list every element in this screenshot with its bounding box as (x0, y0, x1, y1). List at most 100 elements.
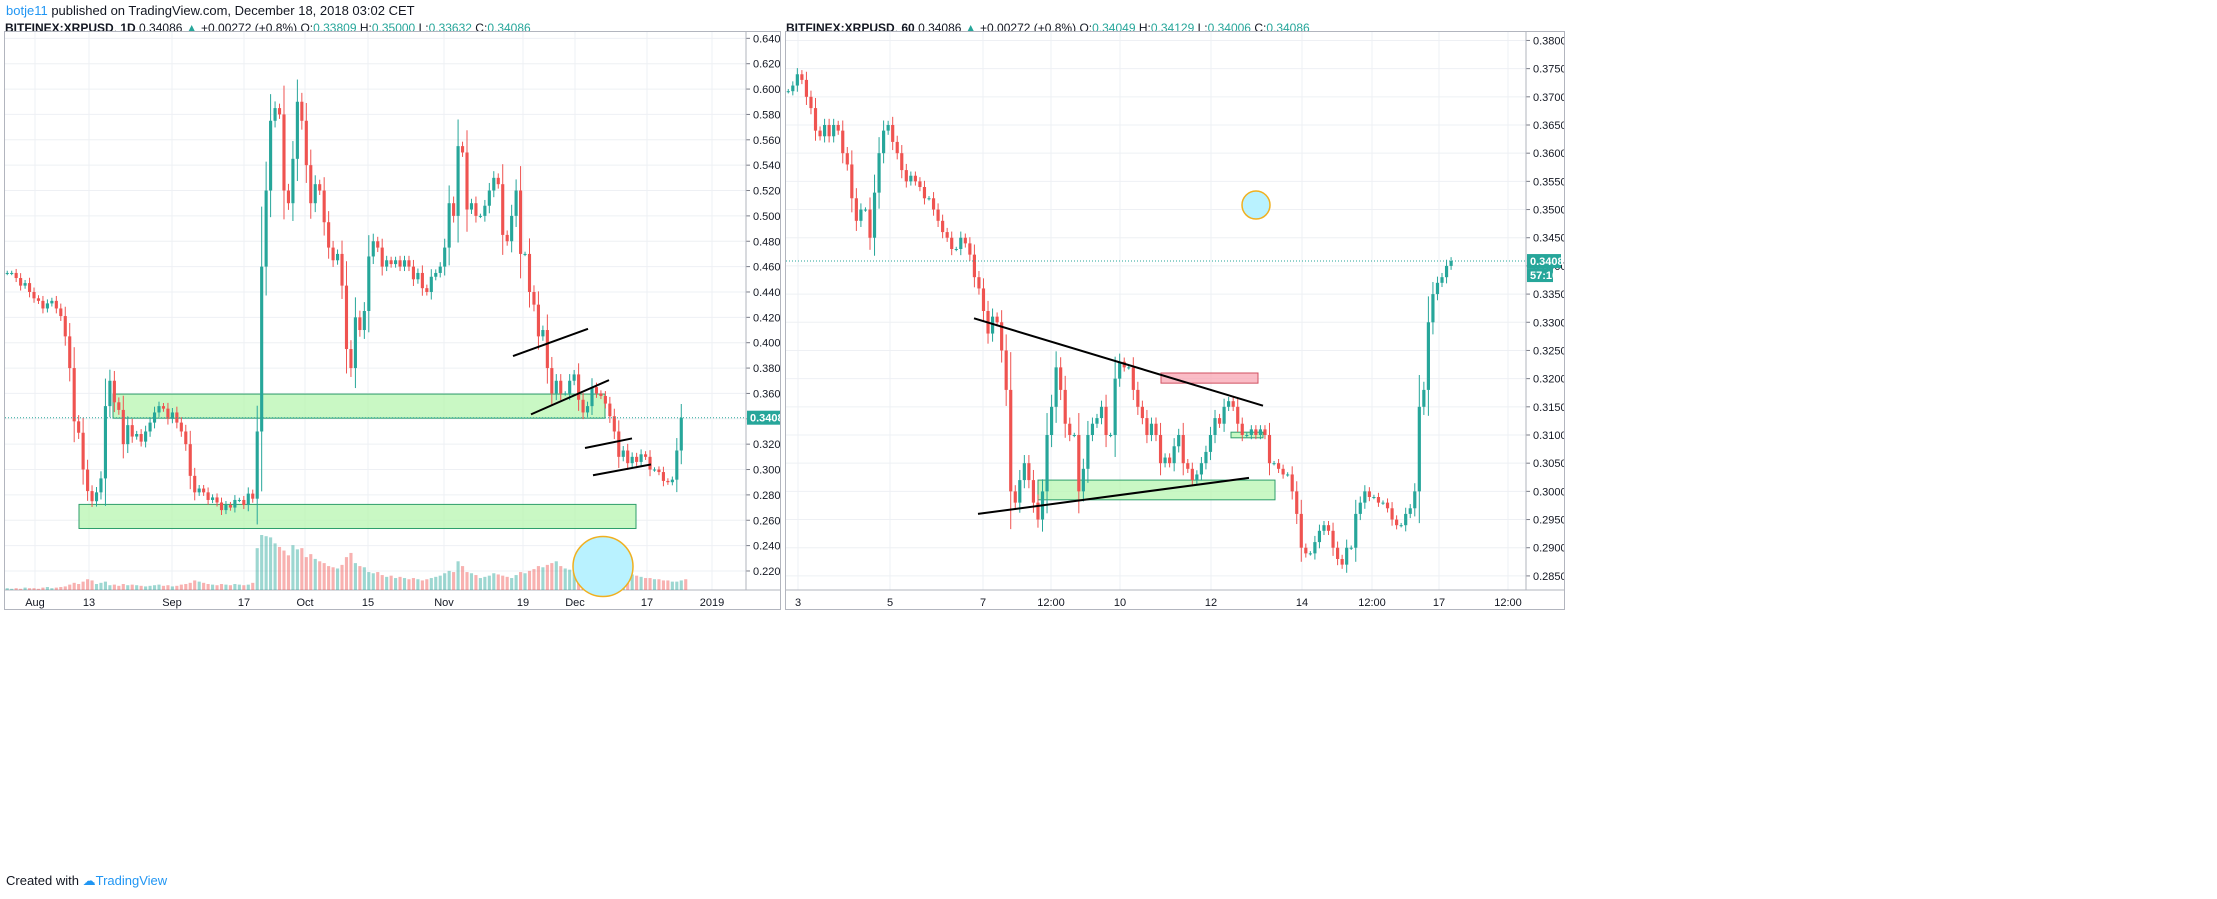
candle-body (1249, 429, 1253, 435)
volume-bar (68, 584, 72, 590)
candle-body (77, 421, 81, 433)
volume-bar (572, 572, 576, 590)
volume-bar (661, 580, 665, 590)
volume-bar (541, 567, 545, 590)
volume-bar (135, 585, 139, 590)
candle-body (1376, 497, 1381, 503)
candle-body (904, 170, 908, 182)
volume-bar (675, 581, 679, 590)
candle-body (872, 192, 877, 238)
volume-bar (492, 573, 496, 590)
candle-body (59, 308, 63, 317)
volume-bar (469, 573, 474, 590)
candle-body (469, 203, 474, 210)
volume-bar (94, 584, 99, 590)
candle-body (300, 101, 304, 121)
candle-body (443, 247, 447, 267)
candle-body (1276, 463, 1281, 469)
candle-body (282, 114, 286, 191)
x-tick-label: 17 (238, 597, 250, 609)
y-tick-label: 0.48000 (753, 236, 780, 248)
volume-bar (402, 578, 407, 590)
candle-body (1304, 547, 1308, 554)
x-tick-label: Nov (434, 597, 454, 609)
candle-body (1177, 435, 1181, 447)
candle-body (1313, 542, 1317, 554)
x-tick-label: 17 (641, 597, 653, 609)
candle-body (626, 450, 630, 464)
x-tick-label: Sep (162, 597, 182, 609)
candle-body (90, 491, 94, 502)
x-tick-label: 17 (1433, 597, 1445, 609)
last-price-label: 0.34086 (750, 413, 780, 425)
tradingview-brand-link[interactable]: TradingView (95, 873, 168, 888)
candle-body (447, 203, 451, 248)
candle-body (438, 266, 442, 273)
volume-bar (148, 585, 152, 590)
author-link[interactable]: botje11 (6, 3, 48, 18)
candle-body (309, 165, 313, 204)
candle-body (86, 469, 90, 492)
candle-body (505, 234, 509, 242)
candle-body (304, 120, 308, 166)
candle-body (358, 317, 362, 331)
candle-body (19, 278, 23, 286)
volume-bar (251, 582, 255, 590)
candle-body (215, 497, 219, 503)
candle-body (398, 260, 402, 267)
candle-body (1381, 502, 1385, 504)
candle-body (527, 253, 532, 292)
candle-body (1340, 559, 1344, 565)
candle-body (532, 291, 536, 305)
candle-body (510, 215, 514, 242)
candle-body (1145, 418, 1149, 435)
last-price-tag (1527, 254, 1561, 269)
candle-body (1195, 474, 1199, 481)
volume-bar (344, 557, 349, 590)
volume-bar (487, 575, 491, 590)
volume-bar (27, 588, 32, 590)
candle-body (1095, 418, 1099, 424)
candle-body (411, 266, 416, 280)
volume-bar (112, 584, 116, 590)
candle-body (1154, 423, 1158, 435)
x-tick-label: 13 (83, 597, 95, 609)
left-chart-svg[interactable]: 0.64000 0.62000 0.60000 0.58000 0.56000 0.540… (5, 32, 780, 609)
candle-body (1295, 491, 1299, 514)
highlight-circle (1241, 190, 1271, 220)
volume-bar (679, 580, 683, 590)
volume-bar (630, 574, 634, 590)
candle-body (487, 190, 491, 206)
volume-bar (460, 566, 465, 590)
volume-bar (219, 584, 224, 590)
volume-bar (353, 563, 357, 590)
candle-body (233, 499, 237, 508)
trend-line (977, 476, 1250, 515)
candle-body (1413, 491, 1417, 509)
candle-body (1431, 294, 1435, 323)
volume-bar (322, 563, 326, 590)
candle-body (594, 387, 599, 394)
volume-bar (523, 573, 527, 590)
candle-body (1336, 547, 1340, 559)
candle-body (1317, 530, 1322, 543)
candle-body (251, 493, 255, 499)
candle-body (791, 85, 795, 92)
volume-bar (496, 574, 500, 590)
candle-body (349, 349, 353, 369)
candle-body (492, 177, 496, 191)
volume-bar (666, 580, 670, 590)
volume-bar (175, 585, 179, 590)
volume-bar (514, 575, 518, 590)
candle-body (184, 431, 188, 445)
left-chart-panel[interactable]: 0.64000 0.62000 0.60000 0.58000 0.56000 0.540… (4, 31, 781, 610)
candle-body (850, 164, 854, 199)
volume-bar (300, 548, 304, 590)
candle-body (1081, 468, 1085, 492)
candle-body (1417, 406, 1421, 492)
volume-bar (416, 579, 420, 590)
candle-body (1331, 530, 1335, 548)
